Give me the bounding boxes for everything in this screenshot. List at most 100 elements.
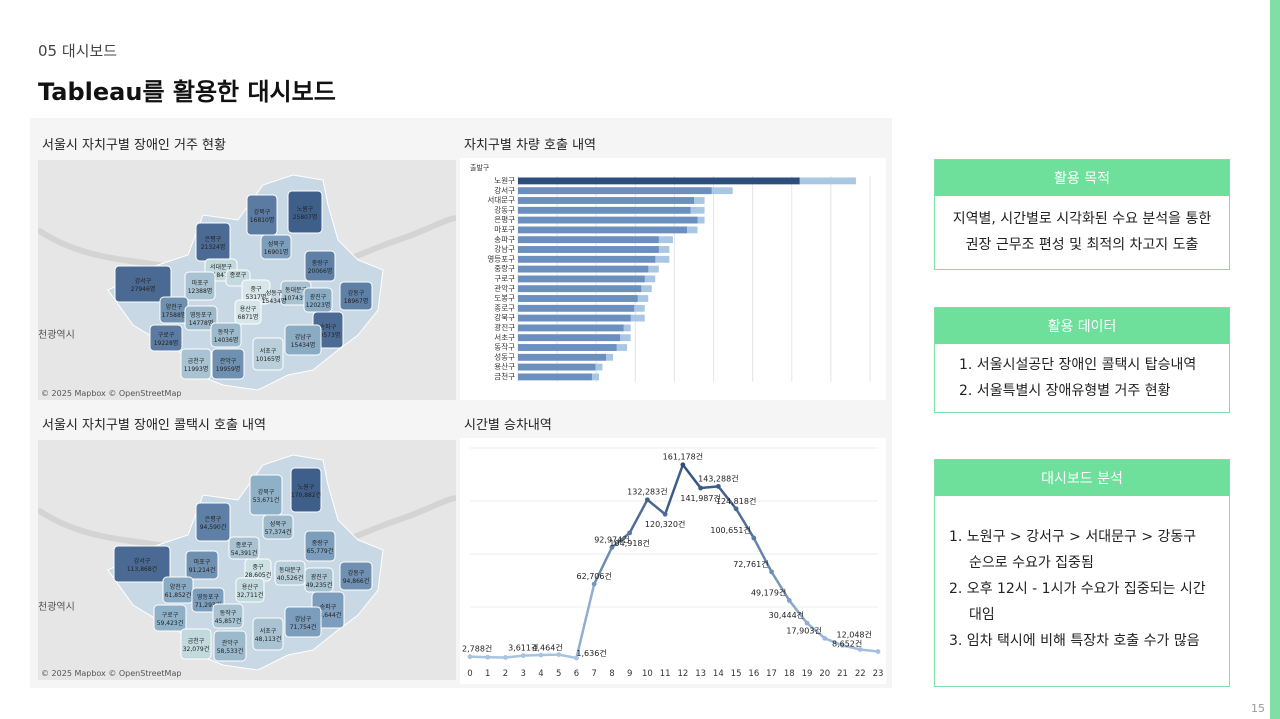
bar-primary — [518, 363, 596, 371]
district-value-label: 45,857건 — [215, 617, 242, 625]
district-name-label: 광진구 — [311, 573, 328, 581]
bar-primary — [518, 285, 642, 293]
district-shape — [252, 617, 284, 651]
district-name-label: 강서구 — [135, 277, 152, 285]
card-data-title: 활용 데이터 — [935, 308, 1229, 344]
bar-primary — [518, 206, 691, 214]
line-point — [786, 598, 792, 603]
district-value-label: 20066명 — [308, 267, 333, 275]
line-segment — [734, 507, 756, 540]
bar-category-label: 관악구 — [494, 283, 515, 293]
line-x-tick: 3 — [521, 669, 526, 679]
district-shape — [235, 577, 265, 603]
line-point — [609, 544, 615, 550]
bar-chart-title: 자치구별 차량 호출 내역 — [464, 138, 596, 153]
district-value-label: 19228명 — [154, 339, 179, 347]
map2-attribution: © 2025 Mapbox © OpenStreetMap — [41, 669, 182, 678]
bar-axis-header: 출발구 — [470, 163, 490, 172]
district-value-label: 91,214건 — [189, 566, 216, 574]
district-name-label: 동작구 — [220, 610, 237, 617]
line-x-tick: 7 — [591, 669, 596, 679]
section-label: 05 대시보드 — [38, 42, 118, 60]
line-data-label: 124,818건 — [716, 496, 756, 506]
district-name-label: 은평구 — [205, 235, 222, 243]
district-name-label: 관악구 — [220, 357, 237, 365]
district-shape — [149, 324, 183, 352]
district-shape — [180, 628, 212, 660]
district-value-label: 57,374건 — [265, 528, 292, 536]
bar-category-label: 강서구 — [494, 185, 515, 195]
district-value-label: 11993명 — [184, 365, 209, 373]
district-shape — [210, 322, 242, 348]
district-name-label: 금천구 — [188, 357, 205, 365]
district-value-label: 73,644건 — [315, 611, 342, 619]
line-segment — [717, 485, 738, 511]
line-data-label: 8,652건 — [832, 639, 862, 649]
line-point — [591, 581, 597, 587]
district-value-label: 19959명 — [216, 365, 241, 373]
line-segment — [752, 536, 773, 574]
district-name-label: 은평구 — [205, 515, 222, 523]
line-segment — [646, 498, 667, 516]
bar-primary — [518, 344, 617, 351]
district-shape — [153, 604, 187, 632]
line-x-tick: 11 — [660, 669, 671, 679]
bar-primary — [518, 197, 694, 204]
card-data-item-2: 2. 서울특별시 장애유형별 거주 현황 — [959, 383, 1171, 399]
line-x-tick: 15 — [731, 669, 742, 679]
district-value-label: 5317명 — [246, 293, 267, 301]
district-name-label: 성북구 — [270, 520, 287, 528]
card-analysis-title: 대시보드 분석 — [935, 460, 1229, 496]
district-shape — [184, 305, 218, 331]
line-data-label: 141,987건 — [680, 493, 720, 503]
line-x-tick: 14 — [713, 669, 724, 679]
district-value-label: 14036명 — [214, 336, 239, 344]
map1[interactable]: 강북구 16810명 노원구 25807명 은평구 21324명 성북구 16901명 서대문구… — [38, 160, 456, 400]
card-purpose: 활용 목적 지역별, 시간별로 시각화된 수요 분석을 통한 권장 근무조 편성… — [934, 159, 1230, 270]
line-point — [574, 655, 579, 661]
line-data-label: 104,918건 — [609, 538, 649, 548]
line-point — [503, 655, 508, 660]
district-value-label: 16810명 — [250, 216, 275, 224]
line-segment — [610, 531, 631, 549]
district-value-label: 10165명 — [256, 355, 281, 363]
bar-primary — [518, 334, 621, 342]
line-data-label: 100,651건 — [710, 525, 750, 535]
line-data-label: 12,048건 — [837, 629, 872, 639]
line-point — [538, 652, 544, 658]
district-shape — [185, 550, 219, 580]
district-name-label: 종로구 — [236, 542, 253, 549]
line-segment — [575, 582, 596, 660]
card-analysis-item-1-cont: 순으로 수요가 집중됨 — [969, 555, 1094, 571]
map2[interactable]: 강북구 53,671건 노원구 170,882건 은평구 94,590건 성북구 57,374… — [38, 440, 456, 680]
line-x-tick: 5 — [556, 669, 561, 679]
bar-category-label: 강북구 — [494, 312, 515, 322]
line-x-tick: 8 — [609, 669, 614, 679]
district-name-label: 강동구 — [348, 569, 365, 577]
district-name-label: 금천구 — [188, 637, 205, 645]
district-value-label: 59,423건 — [157, 619, 184, 627]
line-point — [485, 654, 491, 660]
bar-primary — [518, 187, 712, 195]
bar-category-label: 강동구 — [494, 204, 515, 214]
district-value-label: 17588명 — [162, 311, 187, 319]
card-data: 활용 데이터 1. 서울시설공단 장애인 콜택시 탑승내역 2. 서울특별시 장… — [934, 307, 1230, 413]
line-segment — [788, 599, 809, 625]
bar-category-label: 은평구 — [494, 214, 515, 224]
district-value-label: 49,235건 — [306, 581, 333, 589]
district-value-label: 113,868건 — [127, 565, 157, 573]
line-point — [769, 569, 774, 575]
district-shape — [113, 545, 171, 583]
line-x-tick: 16 — [748, 669, 759, 679]
bar-category-label: 서초구 — [494, 333, 515, 342]
bar-category-label: 송파구 — [494, 235, 515, 244]
line-data-label: 143,288건 — [698, 473, 738, 483]
accent-bar — [1270, 0, 1280, 719]
district-value-label: 18967명 — [344, 297, 369, 305]
district-shape — [213, 630, 247, 662]
district-name-label: 구로구 — [162, 612, 179, 619]
district-name-label: 양천구 — [166, 303, 183, 311]
line-point — [662, 511, 668, 517]
page-title: Tableau를 활용한 대시보드 — [38, 78, 336, 106]
district-shape — [211, 348, 245, 380]
